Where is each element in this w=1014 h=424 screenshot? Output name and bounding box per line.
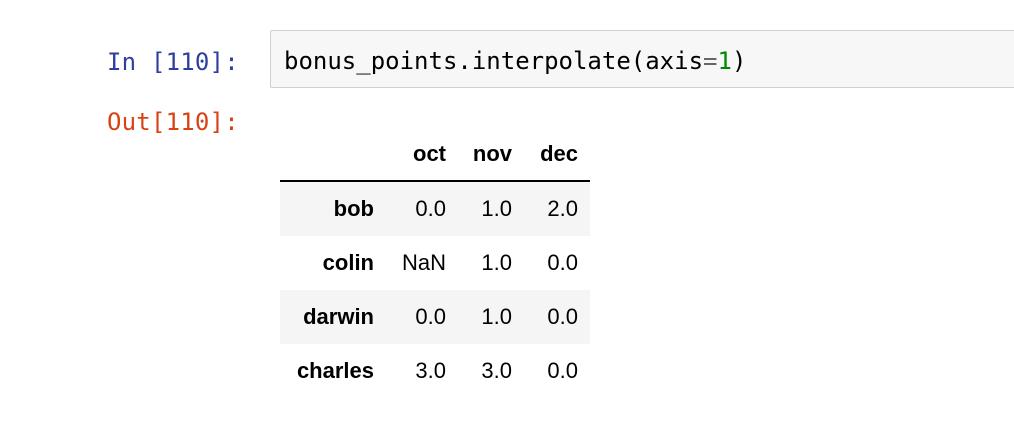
table-row: bob 0.0 1.0 2.0 xyxy=(280,181,590,236)
table-row: darwin 0.0 1.0 0.0 xyxy=(280,290,590,344)
table-cell: 0.0 xyxy=(547,304,578,329)
column-header-nov: nov xyxy=(458,128,524,182)
table-cell: NaN xyxy=(401,250,446,275)
table-cell: 0.0 xyxy=(415,304,446,329)
row-index: darwin xyxy=(303,304,374,329)
column-header-dec: dec xyxy=(524,128,590,182)
table-cell: 0.0 xyxy=(547,358,578,383)
row-index: charles xyxy=(296,358,374,383)
index-header xyxy=(280,128,386,182)
table-cell: 1.0 xyxy=(481,196,512,221)
table-row: colin NaN 1.0 0.0 xyxy=(280,236,590,290)
code-line[interactable]: bonus_points.interpolate(axis=1) xyxy=(284,49,746,73)
output-prompt: Out[110]: xyxy=(107,108,239,136)
table-cell: 1.0 xyxy=(481,304,512,329)
input-prompt: In [110]: xyxy=(107,48,239,76)
dataframe-table: oct nov dec bob 0.0 1.0 2.0 colin NaN 1.… xyxy=(280,128,590,398)
table-cell: 2.0 xyxy=(547,196,578,221)
code-editor[interactable]: bonus_points.interpolate(axis=1) xyxy=(270,30,1014,88)
code-paren: ) xyxy=(731,47,747,75)
table-header-row: oct nov dec xyxy=(280,128,590,182)
table-cell: 1.0 xyxy=(481,250,512,275)
table-row: charles 3.0 3.0 0.0 xyxy=(280,344,590,398)
code-operator: = xyxy=(703,47,718,75)
table-cell: 3.0 xyxy=(415,358,446,383)
table-cell: 0.0 xyxy=(415,196,446,221)
table-cell: 3.0 xyxy=(481,358,512,383)
row-index: bob xyxy=(333,196,374,221)
code-cell-input: In [110]: bonus_points.interpolate(axis=… xyxy=(0,30,1014,92)
code-text: bonus_points.interpolate(axis xyxy=(284,47,704,75)
table-cell: 0.0 xyxy=(547,250,578,275)
row-index: colin xyxy=(322,250,374,275)
code-number: 1 xyxy=(717,47,732,75)
column-header-oct: oct xyxy=(386,128,458,182)
